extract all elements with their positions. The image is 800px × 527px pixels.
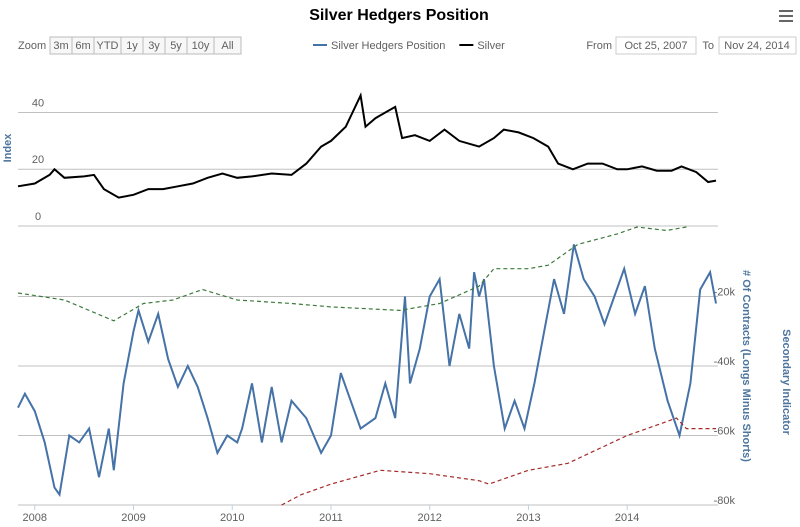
to-input[interactable]: Nov 24, 2014 [724, 40, 789, 52]
zoom-button[interactable] [213, 36, 242, 55]
zoom-button-label[interactable]: All [221, 40, 233, 52]
series-line [17, 92, 717, 199]
zoom-button-label[interactable]: 1y [126, 40, 138, 52]
y-axis-title: Index [2, 133, 14, 163]
y2-tick-label: -20k [714, 286, 736, 298]
zoom-button-label[interactable]: 5y [170, 40, 182, 52]
menu-bar [779, 10, 793, 12]
from-input[interactable]: Oct 25, 2007 [625, 40, 688, 52]
y-tick-label: 20 [32, 154, 44, 166]
y-tick-label: 0 [35, 211, 41, 223]
from-input-box[interactable] [615, 36, 697, 55]
x-tick-label: 2012 [417, 512, 441, 524]
legend-label[interactable]: Silver Hedgers Position [331, 40, 445, 52]
zoom-button-label[interactable]: 10y [192, 40, 210, 52]
x-tick-label: 2014 [615, 512, 639, 524]
x-tick-label: 2011 [319, 512, 343, 524]
y2-axis-title: # Of Contracts (Longs Minus Shorts) [740, 270, 752, 462]
y-tick-label: 40 [32, 97, 44, 109]
x-tick-label: 2013 [516, 512, 540, 524]
series-line [17, 244, 717, 498]
from-label: From [586, 40, 612, 52]
x-tick-label: 2010 [220, 512, 244, 524]
zoom-button-label[interactable]: 3m [53, 40, 68, 52]
zoom-button-label[interactable]: 6m [75, 40, 90, 52]
y3-axis-title: Secondary Indicator [780, 329, 792, 435]
to-input-box[interactable] [718, 36, 797, 55]
y2-tick-label: -60k [714, 425, 736, 437]
x-tick-label: 2009 [121, 512, 145, 524]
legend-label[interactable]: Silver [477, 40, 505, 52]
menu-bar [779, 20, 793, 22]
x-tick-label: 2008 [23, 512, 47, 524]
menu-bar [779, 15, 793, 17]
zoom-button-label[interactable]: 3y [148, 40, 160, 52]
to-label: To [702, 40, 714, 52]
y2-tick-label: -80k [714, 495, 736, 507]
chart-title: Silver Hedgers Position [309, 7, 489, 24]
zoom-label: Zoom [18, 40, 46, 52]
y2-tick-label: -40k [714, 356, 736, 368]
zoom-button-label[interactable]: YTD [97, 40, 119, 52]
indicator-line [17, 226, 687, 322]
indicator-line [281, 417, 716, 506]
menu-button[interactable] [779, 10, 793, 22]
